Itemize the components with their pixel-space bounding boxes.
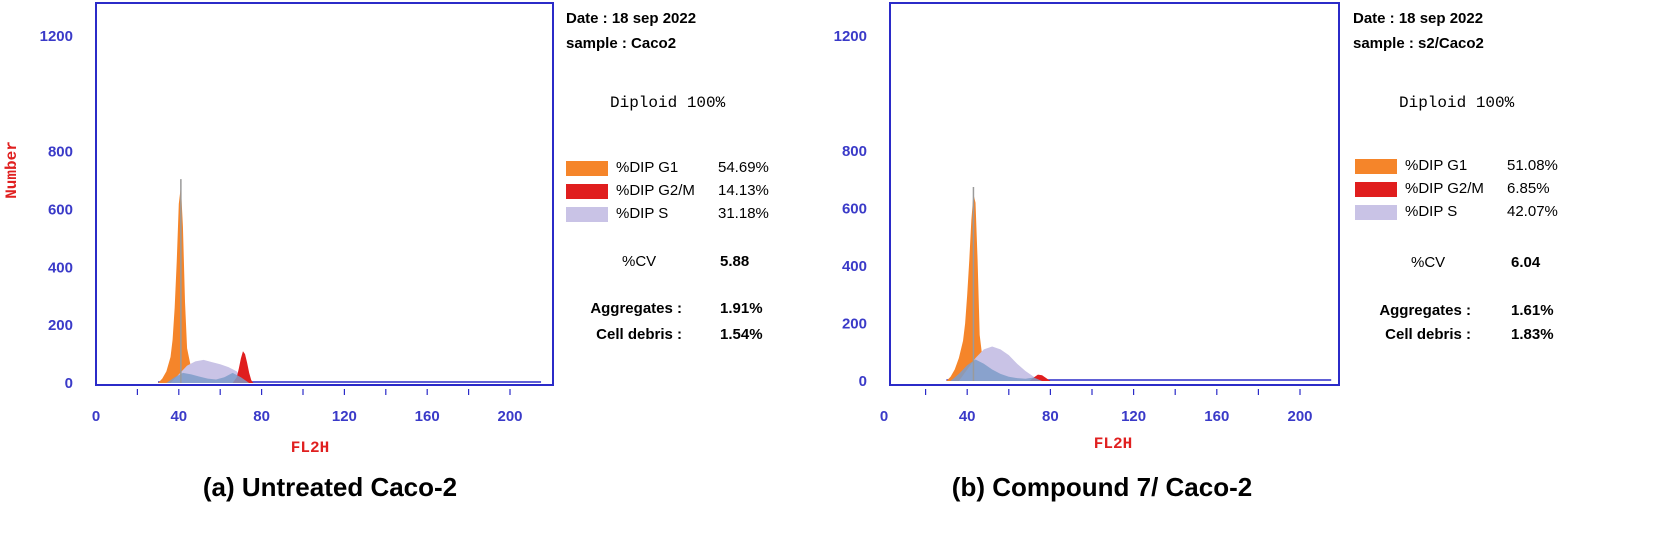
caption-b: (b) Compound 7/ Caco-2 [951,472,1253,502]
sample-text: sample : s2/Caco2 [1353,35,1484,52]
x-axis-label: FL2H [291,439,329,457]
x-tick-label: 160 [1204,408,1229,425]
series-area-overlap [166,372,250,383]
cv-value: 6.04 [1511,254,1541,271]
x-tick-label: 0 [92,408,100,425]
legend-swatch-g1 [1355,159,1397,174]
plot-frame [889,2,1340,386]
y-tick-label: 200 [48,317,73,334]
y-tick-label: 400 [48,259,73,276]
legend-label: %DIP S [616,205,669,222]
series-area--dip-g1 [158,186,200,383]
x-tick-label: 160 [415,408,440,425]
x-tick-label: 120 [1121,408,1146,425]
x-tick-label: 200 [497,408,522,425]
legend-value: 14.13% [718,182,769,199]
legend-swatch-g1 [566,161,608,176]
chart-panel-b: 0408012016020002004006008001200FL2HNumbe… [827,0,1654,536]
y-tick-label: 400 [842,258,867,275]
x-tick-label: 0 [880,408,888,425]
x-tick-label: 80 [1042,408,1059,425]
legend-label: %DIP G2/M [1405,180,1484,197]
y-tick-label: 1200 [834,28,867,45]
y-axis-label: Number [3,141,21,199]
aggregates-value: 1.91% [720,300,763,317]
legend-value: 54.69% [718,159,769,176]
legend-label: %DIP G1 [616,159,679,176]
legend-swatch-g2m [1355,182,1397,197]
y-tick-label: 600 [842,201,867,218]
y-tick-label: 1200 [40,28,73,45]
x-tick-label: 40 [170,408,187,425]
histogram-series-group [946,186,1332,381]
x-tick-label: 80 [253,408,270,425]
date-text: Date : 18 sep 2022 [1353,10,1484,27]
legend-swatch-s [566,207,608,222]
series-area--dip-g1 [946,194,988,381]
series-area--dip-g2-m [232,351,254,383]
sample-text: sample : Caco2 [566,35,677,52]
debris-value: 1.83% [1511,326,1554,343]
y-tick-label: 800 [842,143,867,160]
aggregates-value: 1.61% [1511,302,1554,319]
y-tick-label: 800 [48,144,73,161]
cv-label: %CV [622,253,657,270]
legend-swatch-g2m [566,184,608,199]
aggregates-label: Aggregates : [590,300,682,317]
legend-swatch-s [1355,205,1397,220]
chart-panel-a: 0 40 80 120 160 200 0 200 400 600 800 1200 FL2H Numbe… [3,2,769,502]
y-tick-label: 200 [842,316,867,333]
x-axis-label: FL2H [1094,435,1132,453]
cv-value: 5.88 [720,253,750,270]
legend-label: %DIP G1 [1405,157,1468,174]
histogram-series-group [158,179,542,383]
legend-value: 42.07% [1507,203,1558,220]
histogram-a: 0 40 80 120 160 200 0 200 400 600 800 1200 FL2H Numbe… [3,2,554,457]
legend-value: 31.18% [718,205,769,222]
aggregates-label: Aggregates : [1379,302,1471,319]
x-tick-label: 200 [1287,408,1312,425]
x-tick-label: 120 [332,408,357,425]
debris-label: Cell debris : [1385,326,1471,343]
debris-value: 1.54% [720,326,763,343]
plot-frame [95,2,554,386]
legend-value: 51.08% [1507,157,1558,174]
diploid-text: Diploid 100% [610,94,726,112]
date-text: Date : 18 sep 2022 [566,10,697,27]
caption-a: (a) Untreated Caco-2 [202,472,458,502]
legend-label: %DIP G2/M [616,182,695,199]
histogram-b: 0408012016020002004006008001200FL2HNumbe… [834,2,1340,453]
y-tick-label: 0 [859,373,867,390]
diploid-text: Diploid 100% [1399,94,1515,112]
y-tick-label: 600 [48,202,73,219]
y-tick-label: 0 [65,375,73,392]
cv-label: %CV [1411,254,1446,271]
legend-label: %DIP S [1405,203,1458,220]
x-tick-label: 40 [959,408,976,425]
debris-label: Cell debris : [596,326,682,343]
legend-value: 6.85% [1507,180,1550,197]
